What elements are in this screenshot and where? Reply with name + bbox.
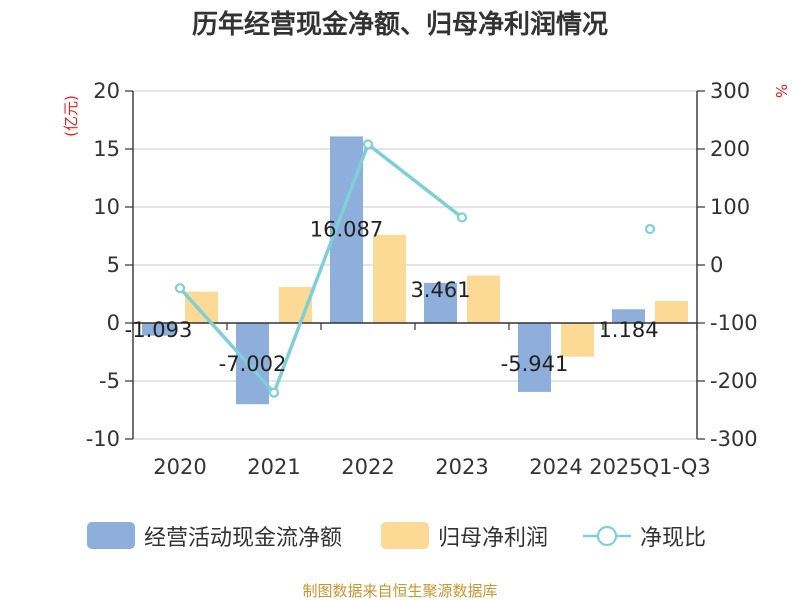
ratio-point bbox=[174, 283, 186, 294]
legend-net-profit-label: 归母净利润 bbox=[438, 526, 548, 551]
ratio-line-segment bbox=[272, 142, 370, 395]
legend-ratio-label: 净现比 bbox=[640, 526, 706, 551]
category-label: 2020 bbox=[153, 455, 206, 479]
cashflow-data-label: -1.093 bbox=[125, 318, 193, 342]
data-labels: -1.093 -7.002 16.087 3.461 -5.941 1.184 bbox=[125, 217, 659, 376]
source-note: 制图数据来自恒生聚源数据库 bbox=[302, 582, 497, 600]
ratio-line bbox=[174, 139, 656, 398]
right-tick-label: 200 bbox=[710, 137, 750, 161]
left-tick-label: 10 bbox=[93, 195, 120, 219]
left-tick-label: 0 bbox=[107, 311, 120, 335]
gridlines bbox=[133, 90, 697, 440]
legend-cashflow-label: 经营活动现金流净额 bbox=[144, 526, 342, 551]
left-axis-unit: (亿元) bbox=[62, 95, 80, 137]
category-label: 2025Q1-Q3 bbox=[589, 455, 711, 479]
cashflow-bar bbox=[612, 309, 645, 323]
cashflow-bar bbox=[518, 323, 551, 392]
right-tick-label: 0 bbox=[710, 253, 723, 277]
ratio-point bbox=[456, 212, 468, 223]
right-tick-label: 300 bbox=[710, 79, 750, 103]
category-label: 2021 bbox=[247, 455, 300, 479]
category-label: 2024 bbox=[529, 455, 582, 479]
right-tick-label: -100 bbox=[710, 311, 758, 335]
cashflow-data-label: 16.087 bbox=[310, 217, 383, 241]
cashflow-bar bbox=[424, 282, 457, 323]
left-tick-label: 5 bbox=[107, 253, 120, 277]
chart-title: 历年经营现金净额、归母净利润情况 bbox=[192, 9, 608, 40]
left-tick-label: -10 bbox=[86, 427, 120, 451]
net-profit-bar bbox=[467, 275, 500, 323]
cashflow-bar bbox=[142, 323, 175, 336]
cashflow-data-label: 1.184 bbox=[598, 318, 658, 342]
net-profit-bar bbox=[561, 323, 594, 357]
axes: -10 -5 0 5 10 15 20 -300 -200 -100 0 100 200 300 2020 2… bbox=[86, 79, 758, 479]
right-axis-unit: % bbox=[772, 84, 790, 98]
ratio-point bbox=[644, 223, 656, 235]
cashflow-data-label: 3.461 bbox=[410, 278, 470, 302]
category-label: 2023 bbox=[435, 455, 488, 479]
legend: 经营活动现金流净额 归母净利润 净现比 bbox=[87, 522, 706, 551]
legend-cashflow-swatch bbox=[87, 522, 135, 549]
cashflow-bar bbox=[236, 323, 269, 405]
right-tick-label: -200 bbox=[710, 369, 758, 393]
right-tick-label: -300 bbox=[710, 427, 758, 451]
cashflow-data-label: -5.941 bbox=[501, 352, 569, 376]
left-tick-label: 15 bbox=[93, 137, 120, 161]
legend-ratio-marker bbox=[596, 525, 618, 547]
net-profit-bar bbox=[185, 291, 218, 323]
ratio-line-segment bbox=[178, 286, 276, 395]
cashflow-data-label: -7.002 bbox=[219, 352, 287, 376]
right-tick-label: 100 bbox=[710, 195, 750, 219]
category-label: 2022 bbox=[341, 455, 394, 479]
ratio-point bbox=[268, 387, 280, 398]
net-profit-bar bbox=[655, 300, 688, 323]
ratio-point bbox=[362, 139, 374, 150]
left-tick-label: -5 bbox=[99, 369, 120, 393]
ratio-line-segment bbox=[366, 142, 464, 220]
net-profit-bar bbox=[373, 234, 406, 323]
left-tick-label: 20 bbox=[93, 79, 120, 103]
legend-net-profit-swatch bbox=[381, 522, 429, 549]
